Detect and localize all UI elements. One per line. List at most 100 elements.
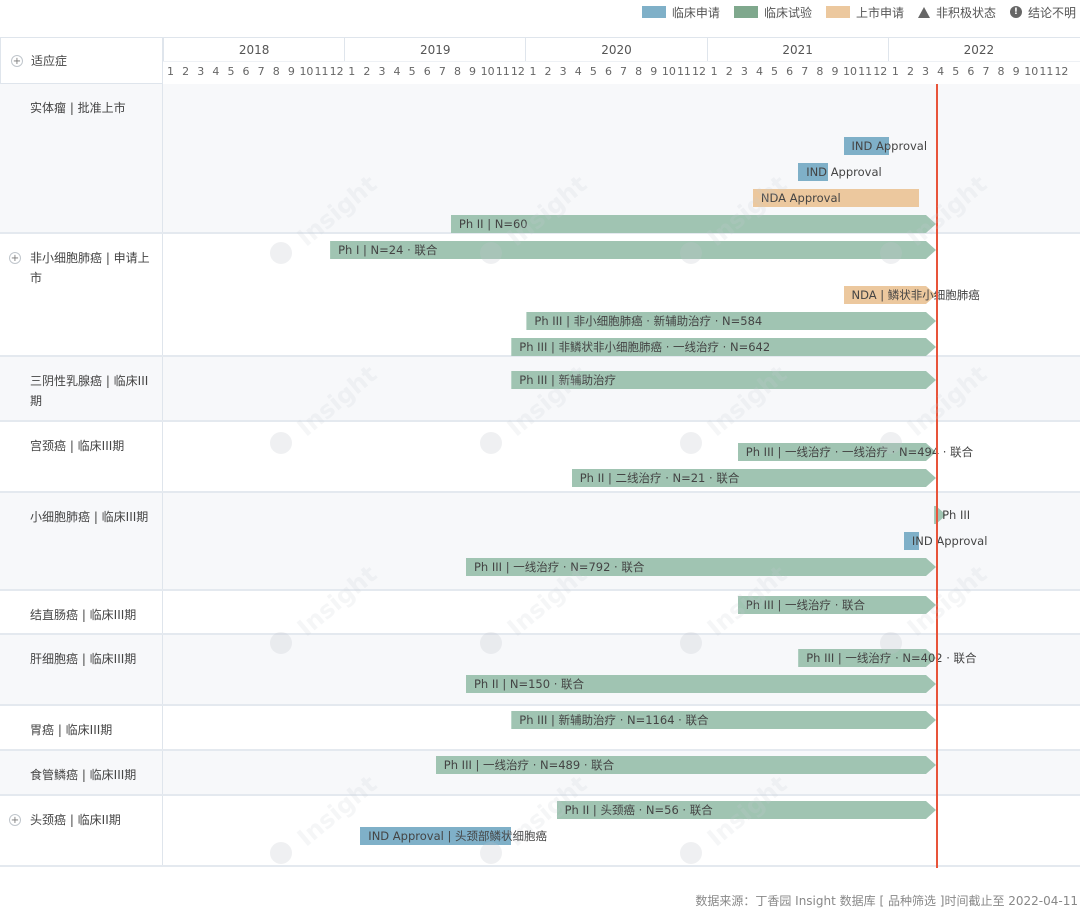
indication-header: + 适应症 (0, 37, 163, 84)
month-label: 4 (393, 65, 401, 78)
month-label: 7 (620, 65, 628, 78)
clinical-trial-bar[interactable]: Ph III | 新辅助治疗 · N=1164 · 联合 (511, 711, 708, 729)
legend-clinical-application[interactable]: 临床申请 (641, 4, 720, 21)
clinical-trial-bar[interactable]: Ph I | N=24 · 联合 (330, 241, 437, 259)
bar-fill (511, 371, 936, 389)
year-label: 2021 (706, 38, 888, 62)
month-label: 4 (755, 65, 763, 78)
clinical-trial-bar[interactable]: Ph III | 非鳞状非小细胞肺癌 · 一线治疗 · N=642 (511, 338, 770, 356)
indication-label[interactable]: 三阴性乳腺癌 | 临床III期 (0, 357, 163, 420)
clinical-trial-bar[interactable]: Ph III | 非小细胞肺癌 · 新辅助治疗 · N=584 (526, 312, 762, 330)
bar-fill (572, 469, 936, 487)
month-label: 2 (906, 65, 914, 78)
clinical-trial-bar[interactable]: Ph III | 一线治疗 · 联合 (738, 596, 865, 614)
indication-label[interactable]: + 非小细胞肺癌 | 申请上市 (0, 234, 163, 355)
year-label: 2020 (525, 38, 706, 62)
indication-label-text: 食管鳞癌 | 临床III期 (30, 768, 137, 782)
bar-fill (466, 675, 936, 693)
indication-label-text: 头颈癌 | 临床II期 (30, 813, 121, 827)
bar-label: NDA Approval (760, 191, 841, 205)
bar-fill (752, 189, 919, 207)
nda-application-bar[interactable]: NDA Approval (752, 189, 919, 207)
bar-label: Ph II | 二线治疗 · N=21 · 联合 (579, 471, 740, 485)
month-axis: 1 2 3 4 5 6 7 8 9 10 11 12 1 2 3 4 5 6 7 8 9 10 11 12 1 2 3 4 5 6 7 8 9 1… (163, 61, 1080, 86)
indication-label[interactable]: 肝细胞癌 | 临床III期 (0, 635, 163, 704)
month-label: 12 (692, 65, 707, 78)
bar-fill (330, 241, 936, 259)
month-label: 3 (740, 65, 748, 78)
month-label: 10 (1024, 65, 1039, 78)
month-label: 12 (510, 65, 525, 78)
month-label: 6 (967, 65, 975, 78)
indication-label[interactable]: + 头颈癌 | 临床II期 (0, 796, 163, 865)
month-label: 6 (786, 65, 794, 78)
bar-fill (798, 163, 829, 181)
expand-icon[interactable]: + (9, 252, 21, 264)
indication-label-text: 结直肠癌 | 临床III期 (30, 608, 137, 622)
month-label: 8 (272, 65, 280, 78)
month-label: 5 (589, 65, 597, 78)
clinical-trial-bar[interactable]: Ph III | 新辅助治疗 (511, 371, 616, 389)
indication-row: + 非小细胞肺癌 | 申请上市 NDA | 鳞状非小细胞肺癌 Ph III | 非小细… (0, 234, 1080, 357)
pipeline-timeline: + 适应症 2018 2019 2020 2021 2022 1 2 3 4 5 6 7 8 9 10 11… (0, 37, 1080, 868)
triangle-icon (917, 6, 930, 18)
indication-label[interactable]: 胃癌 | 临床III期 (0, 706, 163, 749)
indication-label[interactable]: 实体瘤 | 批准上市 (0, 84, 163, 232)
ind-application-bar[interactable]: IND Approval (903, 532, 987, 550)
month-label: 6 (604, 65, 612, 78)
indication-row: + 头颈癌 | 临床II期 Ph II | 头颈癌 · N=56 · 联合 IND A… (0, 796, 1080, 867)
clinical-trial-bar[interactable]: Ph II | 头颈癌 · N=56 · 联合 (557, 801, 713, 819)
legend-clinical-trial[interactable]: 临床试验 (733, 4, 812, 21)
indication-label-text: 小细胞肺癌 | 临床III期 (30, 510, 149, 524)
clinical-trial-bar[interactable]: Ph II | N=150 · 联合 (466, 675, 584, 693)
legend-conclusion-unknown[interactable]: ! 结论不明 (1009, 4, 1076, 21)
ind-application-bar[interactable]: IND Approval (843, 137, 928, 155)
bar-label: Ph II | N=150 · 联合 (474, 677, 585, 691)
ind-application-bar[interactable]: IND Approval (798, 163, 882, 181)
month-label: 8 (635, 65, 643, 78)
indication-label[interactable]: 宫颈癌 | 临床III期 (0, 422, 163, 491)
bar-label: IND Approval (851, 139, 928, 153)
indication-label-text: 实体瘤 | 批准上市 (30, 101, 126, 115)
month-label: 1 (348, 65, 356, 78)
bar-label: IND Approval | 头颈部鳞状细胞癌 (368, 829, 548, 843)
month-label: 9 (1012, 65, 1020, 78)
clinical-trial-bar[interactable]: Ph II | N=60 (451, 215, 528, 233)
indication-label-text: 三阴性乳腺癌 | 临床III期 (30, 374, 149, 408)
clinical-trial-bar[interactable]: Ph III (934, 506, 970, 524)
bar-label: Ph III | 新辅助治疗 · N=1164 · 联合 (519, 713, 709, 727)
indication-row: 结直肠癌 | 临床III期 Ph III | 一线治疗 · 联合 (0, 591, 1080, 635)
month-label: 11 (495, 65, 510, 78)
indication-label[interactable]: 食管鳞癌 | 临床III期 (0, 751, 163, 794)
indication-label-text: 宫颈癌 | 临床III期 (30, 439, 125, 453)
clinical-trial-bar[interactable]: Ph III | 一线治疗 · N=402 · 联合 (798, 649, 977, 667)
nda-application-bar[interactable]: NDA | 鳞状非小细胞肺癌 (844, 286, 980, 304)
bar-label: Ph III | 一线治疗 · 联合 (745, 598, 866, 612)
indication-label-text: 肝细胞癌 | 临床III期 (30, 652, 137, 666)
expand-all-icon[interactable]: + (11, 54, 23, 67)
month-label: 11 (314, 65, 329, 78)
bar-label: Ph III | 非小细胞肺癌 · 新辅助治疗 · N=584 (534, 314, 763, 328)
indication-label[interactable]: 结直肠癌 | 临床III期 (0, 591, 163, 633)
clinical-trial-bar[interactable]: Ph II | 二线治疗 · N=21 · 联合 (572, 469, 740, 487)
legend-market-application[interactable]: 上市申请 (825, 4, 904, 21)
month-label: 10 (661, 65, 676, 78)
expand-icon[interactable]: + (9, 814, 21, 826)
month-label: 3 (559, 65, 567, 78)
month-label: 1 (529, 65, 537, 78)
month-label: 2 (725, 65, 733, 78)
bar-label: Ph III | 一线治疗 · N=792 · 联合 (474, 560, 645, 574)
indication-row: 肝细胞癌 | 临床III期 Ph III | 一线治疗 · N=402 · 联合 P… (0, 635, 1080, 706)
month-label: 9 (469, 65, 477, 78)
indication-label[interactable]: 小细胞肺癌 | 临床III期 (0, 493, 163, 589)
ind-application-bar[interactable]: IND Approval | 头颈部鳞状细胞癌 (360, 827, 547, 845)
bar-fill (903, 532, 919, 550)
legend-inactive[interactable]: 非积极状态 (917, 4, 996, 21)
bar-fill (844, 286, 937, 304)
clinical-trial-bar[interactable]: Ph III | 一线治疗 · N=489 · 联合 (436, 756, 614, 774)
bar-fill (738, 596, 936, 614)
month-label: 10 (843, 65, 858, 78)
clinical-trial-bar[interactable]: Ph III | 一线治疗 · N=792 · 联合 (466, 558, 644, 576)
month-label: 8 (997, 65, 1005, 78)
clinical-trial-bar[interactable]: Ph III | 一线治疗 · 一线治疗 · N=494 · 联合 (738, 443, 973, 461)
